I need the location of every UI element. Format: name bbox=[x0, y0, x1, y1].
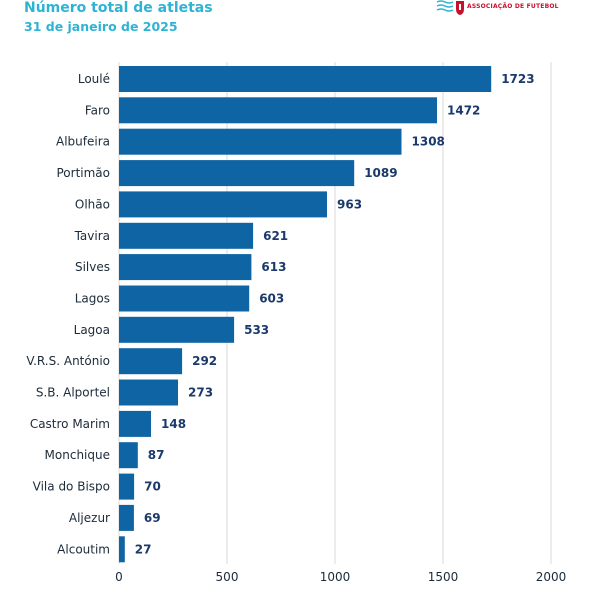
category-label: Portimão bbox=[56, 166, 110, 180]
x-tick-label: 1500 bbox=[428, 570, 459, 584]
chart-title: Número total de atletas bbox=[24, 0, 213, 16]
bar bbox=[119, 442, 138, 469]
category-label: Tavira bbox=[74, 229, 110, 243]
bar bbox=[119, 222, 254, 249]
value-label: 963 bbox=[337, 197, 362, 211]
value-label: 273 bbox=[188, 386, 213, 400]
bar bbox=[119, 285, 250, 312]
bars bbox=[119, 66, 492, 563]
value-label: 1089 bbox=[364, 166, 397, 180]
value-label: 148 bbox=[161, 417, 186, 431]
category-label: Vila do Bispo bbox=[33, 480, 110, 494]
value-label: 1723 bbox=[501, 72, 534, 86]
value-labels: 1723 1472 1308 1089 963 621 613 603 533 292 273 148… bbox=[135, 72, 535, 556]
bar bbox=[119, 379, 178, 406]
category-label: Faro bbox=[85, 103, 110, 117]
category-label: Castro Marim bbox=[30, 417, 110, 431]
value-label: 70 bbox=[144, 480, 161, 494]
bar bbox=[119, 536, 125, 563]
x-tick-label: 0 bbox=[115, 570, 123, 584]
value-label: 533 bbox=[244, 323, 269, 337]
bar bbox=[119, 316, 235, 343]
category-label: S.B. Alportel bbox=[36, 386, 110, 400]
category-label: Silves bbox=[75, 260, 110, 274]
bar bbox=[119, 66, 492, 92]
category-label: Lagoa bbox=[74, 323, 110, 337]
value-label: 603 bbox=[259, 292, 284, 306]
bar bbox=[119, 160, 355, 187]
category-label: Loulé bbox=[78, 72, 110, 86]
bar bbox=[119, 254, 252, 281]
bar bbox=[119, 473, 135, 500]
x-tick-label: 1000 bbox=[320, 570, 351, 584]
value-label: 69 bbox=[144, 511, 161, 525]
value-label: 87 bbox=[148, 448, 165, 462]
value-label: 27 bbox=[135, 542, 152, 556]
chart-subtitle: 31 de janeiro de 2025 bbox=[24, 19, 178, 34]
category-label: Albufeira bbox=[56, 135, 110, 149]
category-label: V.R.S. António bbox=[26, 354, 110, 368]
logo-text: ASSOCIAÇÃO DE FUTEBOL bbox=[467, 3, 559, 10]
category-label: Olhão bbox=[75, 197, 110, 211]
category-label: Monchique bbox=[45, 448, 110, 462]
x-axis-ticks: 0 500 1000 1500 2000 bbox=[115, 570, 566, 584]
bar bbox=[119, 97, 437, 124]
category-label: Alcoutim bbox=[57, 542, 110, 556]
value-label: 1308 bbox=[412, 135, 445, 149]
x-tick-label: 2000 bbox=[536, 570, 567, 584]
value-label: 1472 bbox=[447, 103, 480, 117]
x-tick-label: 500 bbox=[216, 570, 239, 584]
value-label: 613 bbox=[261, 260, 286, 274]
logo-emblem-icon bbox=[436, 0, 464, 15]
value-label: 621 bbox=[263, 229, 288, 243]
bar bbox=[119, 348, 183, 375]
category-label: Aljezur bbox=[69, 511, 110, 525]
bar bbox=[119, 128, 402, 155]
category-labels: Loulé Faro Albufeira Portimão Olhão Tavira Sil… bbox=[26, 72, 110, 556]
category-label: Lagos bbox=[75, 292, 110, 306]
value-label: 292 bbox=[192, 354, 217, 368]
bar bbox=[119, 410, 151, 437]
bar bbox=[119, 504, 134, 531]
bar bbox=[119, 191, 327, 218]
